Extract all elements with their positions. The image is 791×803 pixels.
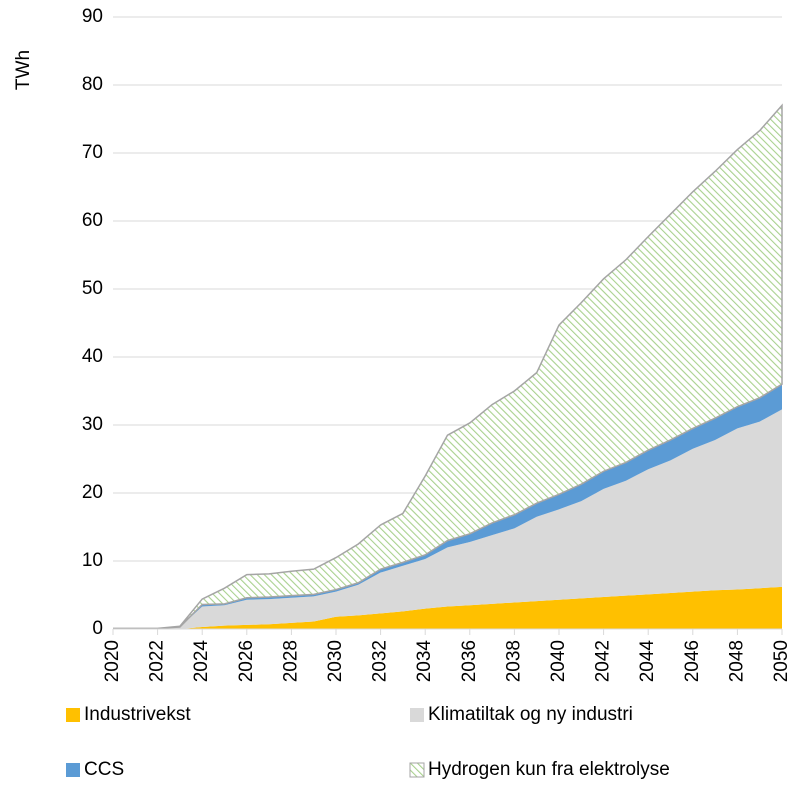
x-tick-label: 2042 <box>593 640 614 682</box>
x-tick-label: 2038 <box>503 640 524 682</box>
area <box>113 586 782 629</box>
y-tick-label: 0 <box>92 618 103 639</box>
area <box>113 409 782 629</box>
x-tick-label: 2048 <box>726 640 747 682</box>
y-tick-label: 10 <box>82 550 103 571</box>
area <box>113 103 783 630</box>
y-tick-label: 60 <box>82 210 103 231</box>
x-tick-label: 2028 <box>280 640 301 682</box>
x-tick-label: 2032 <box>370 640 391 682</box>
legend-swatch <box>409 762 425 778</box>
y-tick-label: 70 <box>82 142 103 163</box>
y-tick-label: 80 <box>82 74 103 95</box>
y-tick-label: 50 <box>82 278 103 299</box>
x-tick-label: 2036 <box>459 640 480 682</box>
x-tick-label: 2026 <box>236 640 257 682</box>
legend-swatch <box>66 763 80 777</box>
x-tick-label: 2046 <box>682 640 703 682</box>
x-tick-label: 2022 <box>147 640 168 682</box>
legend-label: CCS <box>84 759 124 780</box>
y-tick-label: 40 <box>82 346 103 367</box>
legend-swatch <box>410 708 424 722</box>
x-tick-label: 2030 <box>325 640 346 682</box>
legend-label: Klimatiltak og ny industri <box>428 704 633 725</box>
x-tick-label: 2024 <box>191 640 212 683</box>
y-axis-label: TWh <box>13 50 34 90</box>
x-tick-label: 2040 <box>548 640 569 682</box>
y-tick-label: 20 <box>82 482 103 503</box>
y-tick-label: 90 <box>82 6 103 27</box>
legend-swatch <box>66 708 80 722</box>
x-tick-label: 2034 <box>414 640 435 683</box>
x-tick-label: 2050 <box>771 640 791 682</box>
y-tick-label: 30 <box>82 414 103 435</box>
legend-label: Hydrogen kun fra elektrolyse <box>428 759 670 780</box>
x-tick-label: 2020 <box>102 640 123 682</box>
x-tick-label: 2044 <box>637 640 658 683</box>
legend-label: Industrivekst <box>84 704 191 725</box>
